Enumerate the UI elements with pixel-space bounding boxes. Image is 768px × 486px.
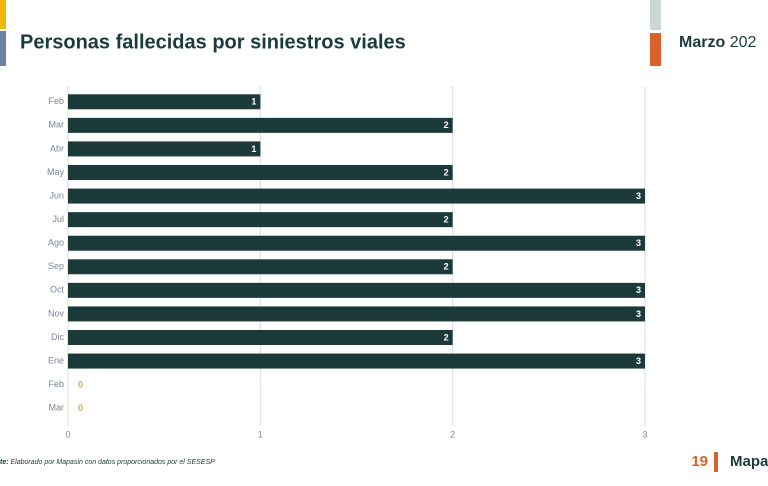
- bar: [68, 282, 645, 298]
- value-label: 2: [444, 120, 449, 130]
- footer-divider: [714, 452, 718, 472]
- y-tick-label: Feb: [48, 379, 64, 389]
- y-tick-label: Sep: [48, 261, 64, 271]
- bar: [68, 235, 645, 251]
- y-tick-label: Dic: [51, 332, 64, 342]
- value-label: 0: [78, 380, 83, 390]
- bar: [68, 306, 645, 322]
- y-tick-label: Oct: [50, 285, 65, 295]
- brand: Mapa: [730, 453, 768, 470]
- y-tick-label: Feb: [48, 96, 64, 106]
- x-tick-label: 3: [642, 429, 647, 439]
- plot: 0 1 2 3 Feb 1 Mar 2 Abr 1 May 2 Jun 3 Jul 2 Ago 3 Sep 2 Oct 3…: [47, 86, 648, 439]
- y-tick-label: Jun: [49, 190, 64, 200]
- value-label: 3: [636, 285, 641, 295]
- value-label: 3: [636, 238, 641, 248]
- accent-yellow: [0, 0, 6, 29]
- page-number: 19: [691, 453, 708, 470]
- header-year: 202: [730, 34, 757, 51]
- y-tick-label: Mar: [49, 120, 65, 130]
- bar: [68, 212, 453, 228]
- bar: [68, 188, 645, 204]
- value-label: 3: [636, 309, 641, 319]
- source-text: Elaborado por Mapasin con datos proporci…: [11, 459, 216, 466]
- y-tick-label: Mar: [49, 403, 65, 413]
- value-label: 3: [636, 356, 641, 366]
- bar: [68, 94, 261, 110]
- value-label: 2: [444, 167, 449, 177]
- x-tick-label: 0: [65, 429, 70, 439]
- y-tick-label: Nov: [48, 308, 65, 318]
- bar: [68, 353, 645, 369]
- bar: [68, 330, 453, 345]
- header-date: Marzo 202: [679, 34, 756, 51]
- value-label: 2: [444, 215, 449, 225]
- bar: [68, 141, 261, 157]
- bar: [68, 117, 453, 133]
- chart-title: Personas fallecidas por siniestros viale…: [20, 31, 406, 53]
- x-tick-label: 2: [450, 429, 455, 439]
- value-label: 1: [251, 144, 256, 154]
- accent-blue: [0, 31, 6, 66]
- bar: [68, 165, 453, 180]
- accent-gray: [650, 0, 661, 30]
- value-label: 3: [636, 191, 641, 201]
- y-tick-label: Ago: [48, 238, 64, 248]
- y-tick-label: May: [47, 167, 65, 177]
- accent-orange: [650, 33, 661, 66]
- source-prefix: te:: [0, 459, 9, 466]
- y-tick-label: Ene: [48, 355, 64, 365]
- source-note: te: Elaborado por Mapasin con datos prop…: [0, 459, 215, 466]
- bar: [68, 259, 453, 275]
- y-tick-label: Jul: [52, 214, 64, 224]
- header-month: Marzo: [679, 34, 725, 51]
- y-tick-label: Abr: [50, 143, 64, 153]
- x-tick-label: 1: [258, 429, 263, 439]
- value-label: 0: [78, 403, 83, 413]
- value-label: 2: [444, 332, 449, 342]
- value-label: 2: [444, 262, 449, 272]
- value-label: 1: [251, 97, 256, 107]
